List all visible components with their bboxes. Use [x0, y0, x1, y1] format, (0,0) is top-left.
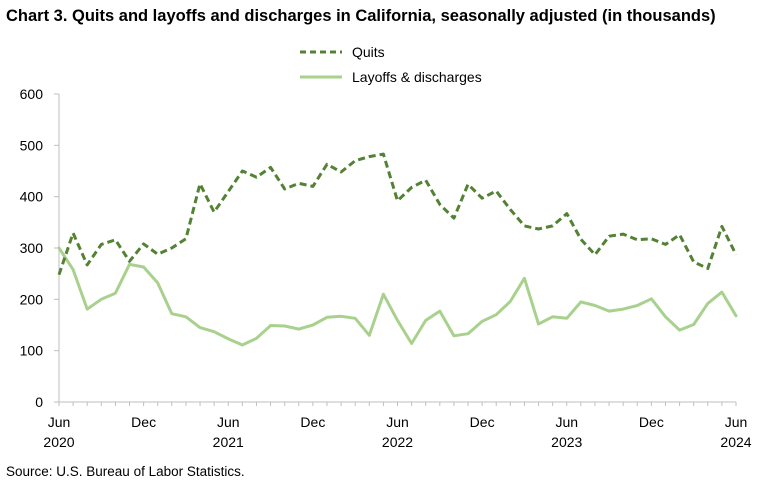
x-tick-label: Jun [555, 414, 578, 430]
legend-label-layoffs: Layoffs & discharges [352, 69, 482, 85]
legend: Quits Layoffs & discharges [300, 44, 482, 85]
x-tick-label: Jun [386, 414, 409, 430]
x-tick-year-label: 2021 [213, 434, 244, 450]
series-line-quits [57, 152, 738, 276]
y-axis: 0 100 200 300 400 500 600 [20, 86, 60, 410]
x-tick-label: Jun [725, 414, 748, 430]
x-tick-year-label: 2023 [551, 434, 582, 450]
x-tick-year-label: 2022 [382, 434, 413, 450]
y-tick-label: 0 [35, 394, 43, 410]
x-tick-year-label: 2024 [720, 434, 751, 450]
line-chart: Quits Layoffs & discharges 0 100 200 300 400… [20, 44, 752, 450]
source-note: Source: U.S. Bureau of Labor Statistics. [6, 464, 245, 479]
x-tick-label: Dec [639, 414, 664, 430]
x-axis: Jun 2020 Dec Jun 2021 Dec Jun 2022 Dec Jun 2023 Dec… [43, 401, 752, 450]
chart-title: Chart 3. Quits and layoffs and discharge… [6, 7, 716, 25]
x-tick-label: Jun [48, 414, 71, 430]
legend-label-quits: Quits [352, 44, 385, 60]
y-tick-label: 500 [20, 137, 44, 153]
x-tick-year-label: 2020 [43, 434, 74, 450]
series-layer [57, 152, 738, 347]
y-tick-label: 600 [20, 86, 44, 102]
y-tick-label: 400 [20, 189, 44, 205]
x-tick-label: Dec [300, 414, 325, 430]
y-tick-label: 100 [20, 343, 44, 359]
x-tick-label: Dec [470, 414, 495, 430]
y-tick-label: 200 [20, 291, 44, 307]
y-tick-label: 300 [20, 240, 44, 256]
x-tick-label: Jun [217, 414, 240, 430]
series-line-layoffs-discharges [57, 246, 738, 347]
x-tick-label: Dec [131, 414, 156, 430]
